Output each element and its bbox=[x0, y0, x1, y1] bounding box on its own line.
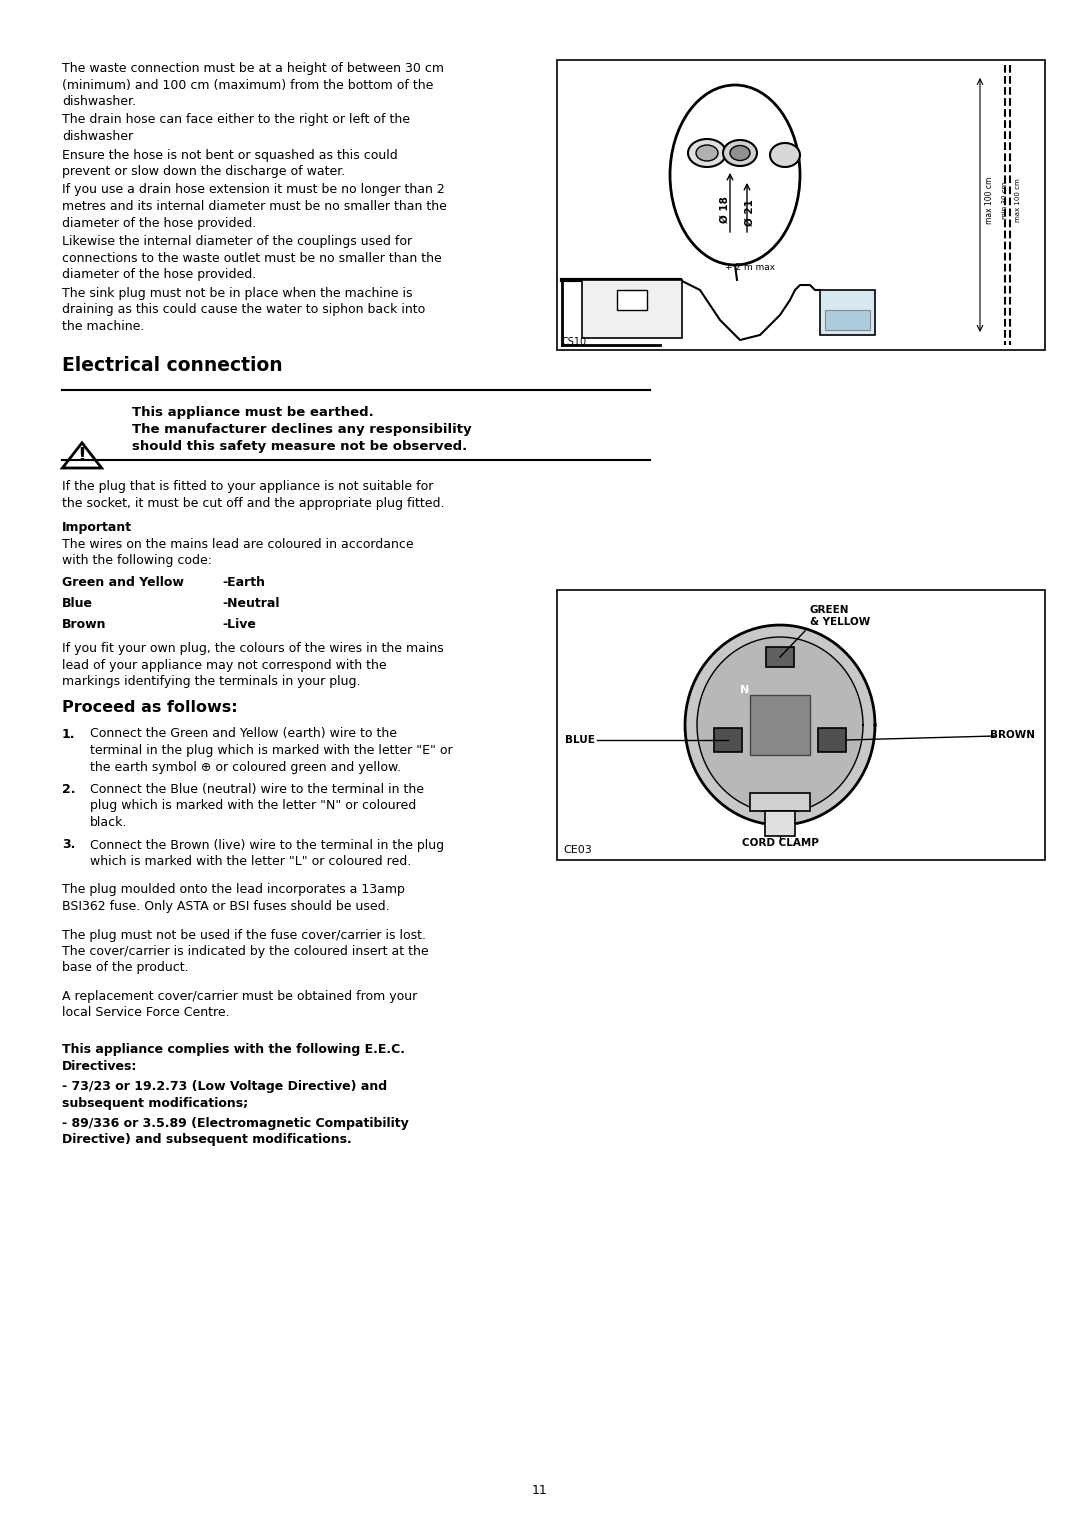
Text: - 73/23 or 19.2.73 (Low Voltage Directive) and: - 73/23 or 19.2.73 (Low Voltage Directiv… bbox=[62, 1080, 387, 1093]
Text: Proceed as follows:: Proceed as follows: bbox=[62, 699, 238, 714]
Text: connections to the waste outlet must be no smaller than the: connections to the waste outlet must be … bbox=[62, 252, 442, 264]
Text: Ø 21: Ø 21 bbox=[745, 200, 755, 226]
Text: Connect the Blue (neutral) wire to the terminal in the: Connect the Blue (neutral) wire to the t… bbox=[90, 783, 424, 797]
Text: A replacement cover/carrier must be obtained from your: A replacement cover/carrier must be obta… bbox=[62, 990, 417, 1003]
Bar bbox=[818, 728, 846, 752]
Bar bbox=[617, 290, 647, 310]
Text: dishwasher: dishwasher bbox=[62, 130, 133, 143]
Text: This appliance complies with the following E.E.C.: This appliance complies with the followi… bbox=[62, 1042, 405, 1056]
Text: subsequent modifications;: subsequent modifications; bbox=[62, 1097, 248, 1109]
Text: 3.: 3. bbox=[62, 838, 76, 852]
Text: lead of your appliance may not correspond with the: lead of your appliance may not correspon… bbox=[62, 659, 387, 671]
Text: Important: Important bbox=[62, 520, 132, 534]
Text: 1.: 1. bbox=[62, 728, 76, 740]
Text: diameter of the hose provided.: diameter of the hose provided. bbox=[62, 269, 256, 281]
Text: (minimum) and 100 cm (maximum) from the bottom of the: (minimum) and 100 cm (maximum) from the … bbox=[62, 78, 433, 92]
Text: -Earth: -Earth bbox=[222, 577, 265, 589]
Text: max 100 cm: max 100 cm bbox=[986, 177, 995, 224]
Text: markings identifying the terminals in your plug.: markings identifying the terminals in yo… bbox=[62, 674, 361, 688]
Text: CS10: CS10 bbox=[561, 337, 586, 346]
Text: -Neutral: -Neutral bbox=[222, 597, 280, 610]
Bar bbox=[750, 794, 810, 810]
Text: If you use a drain hose extension it must be no longer than 2: If you use a drain hose extension it mus… bbox=[62, 183, 445, 197]
Text: should this safety measure not be observed.: should this safety measure not be observ… bbox=[132, 439, 468, 453]
Text: max 100 cm: max 100 cm bbox=[1015, 179, 1021, 221]
Ellipse shape bbox=[688, 139, 726, 166]
Bar bbox=[557, 60, 1045, 349]
Text: GREEN
& YELLOW: GREEN & YELLOW bbox=[810, 604, 870, 627]
Text: The wires on the mains lead are coloured in accordance: The wires on the mains lead are coloured… bbox=[62, 537, 414, 551]
Text: !: ! bbox=[78, 446, 86, 465]
Text: min 30 cm: min 30 cm bbox=[1002, 182, 1008, 218]
Text: 11: 11 bbox=[532, 1483, 548, 1497]
Text: BROWN: BROWN bbox=[990, 729, 1035, 740]
Text: BLUE: BLUE bbox=[565, 736, 595, 745]
Text: prevent or slow down the discharge of water.: prevent or slow down the discharge of wa… bbox=[62, 165, 346, 179]
Text: BSI362 fuse. Only ASTA or BSI fuses should be used.: BSI362 fuse. Only ASTA or BSI fuses shou… bbox=[62, 900, 390, 913]
Text: If the plug that is fitted to your appliance is not suitable for: If the plug that is fitted to your appli… bbox=[62, 481, 433, 493]
Bar bbox=[582, 279, 681, 337]
Text: dishwasher.: dishwasher. bbox=[62, 95, 136, 108]
Text: CE03: CE03 bbox=[563, 845, 592, 855]
Text: Electrical connection: Electrical connection bbox=[62, 356, 283, 375]
Ellipse shape bbox=[770, 143, 800, 166]
Text: N: N bbox=[741, 685, 750, 694]
Text: Blue: Blue bbox=[62, 597, 93, 610]
Text: -Live: -Live bbox=[222, 618, 256, 630]
Text: base of the product.: base of the product. bbox=[62, 961, 189, 975]
Text: CORD CLAMP: CORD CLAMP bbox=[742, 838, 819, 848]
Text: Connect the Brown (live) wire to the terminal in the plug: Connect the Brown (live) wire to the ter… bbox=[90, 838, 444, 852]
Ellipse shape bbox=[730, 145, 750, 160]
Text: Brown: Brown bbox=[62, 618, 107, 630]
Text: The plug must not be used if the fuse cover/carrier is lost.: The plug must not be used if the fuse co… bbox=[62, 928, 426, 942]
Bar bbox=[714, 728, 742, 752]
Ellipse shape bbox=[723, 140, 757, 166]
Text: with the following code:: with the following code: bbox=[62, 554, 212, 568]
Text: Directive) and subsequent modifications.: Directive) and subsequent modifications. bbox=[62, 1134, 352, 1146]
Bar bbox=[825, 310, 870, 330]
Text: + 2 m max: + 2 m max bbox=[725, 262, 775, 272]
Text: plug which is marked with the letter "N" or coloured: plug which is marked with the letter "N"… bbox=[90, 800, 416, 812]
Text: Ø 18: Ø 18 bbox=[720, 197, 730, 223]
Text: terminal in the plug which is marked with the letter "E" or: terminal in the plug which is marked wit… bbox=[90, 745, 453, 757]
Bar bbox=[557, 591, 1045, 861]
Polygon shape bbox=[697, 636, 863, 813]
Text: The manufacturer declines any responsibility: The manufacturer declines any responsibi… bbox=[132, 423, 472, 436]
Text: Ensure the hose is not bent or squashed as this could: Ensure the hose is not bent or squashed … bbox=[62, 148, 397, 162]
Text: The plug moulded onto the lead incorporates a 13amp: The plug moulded onto the lead incorpora… bbox=[62, 884, 405, 896]
Polygon shape bbox=[685, 626, 875, 826]
Text: the earth symbol ⊕ or coloured green and yellow.: the earth symbol ⊕ or coloured green and… bbox=[90, 760, 401, 774]
Text: Directives:: Directives: bbox=[62, 1059, 137, 1073]
Text: which is marked with the letter "L" or coloured red.: which is marked with the letter "L" or c… bbox=[90, 855, 411, 868]
Text: Green and Yellow: Green and Yellow bbox=[62, 577, 184, 589]
Text: Likewise the internal diameter of the couplings used for: Likewise the internal diameter of the co… bbox=[62, 235, 413, 249]
Text: - 89/336 or 3.5.89 (Electromagnetic Compatibility: - 89/336 or 3.5.89 (Electromagnetic Comp… bbox=[62, 1117, 408, 1129]
Text: draining as this could cause the water to siphon back into: draining as this could cause the water t… bbox=[62, 304, 426, 316]
Text: The sink plug must not be in place when the machine is: The sink plug must not be in place when … bbox=[62, 287, 413, 299]
Ellipse shape bbox=[670, 85, 800, 266]
Text: local Service Force Centre.: local Service Force Centre. bbox=[62, 1007, 230, 1019]
Text: The cover/carrier is indicated by the coloured insert at the: The cover/carrier is indicated by the co… bbox=[62, 945, 429, 958]
Text: the socket, it must be cut off and the appropriate plug fitted.: the socket, it must be cut off and the a… bbox=[62, 496, 445, 510]
Text: Connect the Green and Yellow (earth) wire to the: Connect the Green and Yellow (earth) wir… bbox=[90, 728, 397, 740]
Bar bbox=[750, 694, 810, 755]
Ellipse shape bbox=[696, 145, 718, 162]
Text: the machine.: the machine. bbox=[62, 319, 145, 333]
Text: black.: black. bbox=[90, 816, 127, 829]
Text: This appliance must be earthed.: This appliance must be earthed. bbox=[132, 406, 374, 420]
Text: 2.: 2. bbox=[62, 783, 76, 797]
Text: The waste connection must be at a height of between 30 cm: The waste connection must be at a height… bbox=[62, 63, 444, 75]
Bar bbox=[766, 647, 794, 667]
Text: If you fit your own plug, the colours of the wires in the mains: If you fit your own plug, the colours of… bbox=[62, 642, 444, 655]
Text: diameter of the hose provided.: diameter of the hose provided. bbox=[62, 217, 256, 229]
Bar bbox=[820, 290, 875, 336]
Text: The drain hose can face either to the right or left of the: The drain hose can face either to the ri… bbox=[62, 113, 410, 127]
Text: metres and its internal diameter must be no smaller than the: metres and its internal diameter must be… bbox=[62, 200, 447, 214]
Bar bbox=[765, 810, 795, 836]
